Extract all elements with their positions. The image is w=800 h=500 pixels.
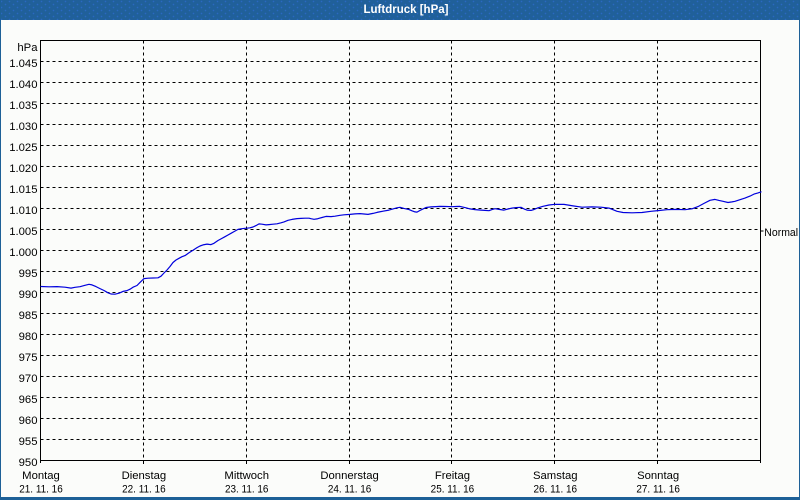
svg-text:26. 11. 16: 26. 11. 16 <box>534 484 578 496</box>
svg-text:1.020: 1.020 <box>9 163 37 175</box>
svg-text:1.025: 1.025 <box>9 142 37 154</box>
svg-text:21. 11. 16: 21. 11. 16 <box>19 484 63 496</box>
svg-text:Mittwoch: Mittwoch <box>224 470 269 482</box>
svg-text:990: 990 <box>19 289 38 301</box>
svg-text:1.030: 1.030 <box>9 121 37 133</box>
svg-text:Freitag: Freitag <box>435 470 470 482</box>
svg-text:950: 950 <box>19 457 38 469</box>
svg-text:Normal: Normal <box>764 227 798 239</box>
svg-text:985: 985 <box>19 310 38 322</box>
svg-text:23. 11. 16: 23. 11. 16 <box>225 484 269 496</box>
svg-text:955: 955 <box>19 436 38 448</box>
svg-text:22. 11. 16: 22. 11. 16 <box>122 484 166 496</box>
svg-text:965: 965 <box>19 394 38 406</box>
svg-text:Dienstag: Dienstag <box>122 470 167 482</box>
svg-text:Sonntag: Sonntag <box>637 470 679 482</box>
svg-text:24. 11. 16: 24. 11. 16 <box>328 484 372 496</box>
svg-text:995: 995 <box>19 268 38 280</box>
svg-text:1.040: 1.040 <box>9 79 37 91</box>
svg-text:1.000: 1.000 <box>9 247 37 259</box>
svg-text:970: 970 <box>19 373 38 385</box>
svg-text:1.010: 1.010 <box>9 205 37 217</box>
svg-text:Samstag: Samstag <box>533 470 578 482</box>
svg-text:Montag: Montag <box>22 470 60 482</box>
svg-text:27. 11. 16: 27. 11. 16 <box>636 484 680 496</box>
svg-text:1.015: 1.015 <box>9 184 37 196</box>
svg-text:980: 980 <box>19 331 38 343</box>
svg-text:975: 975 <box>19 352 38 364</box>
svg-text:1.035: 1.035 <box>9 100 37 112</box>
svg-text:Donnerstag: Donnerstag <box>320 470 378 482</box>
svg-text:1.045: 1.045 <box>9 58 37 70</box>
svg-text:960: 960 <box>19 415 38 427</box>
svg-text:25. 11. 16: 25. 11. 16 <box>431 484 475 496</box>
svg-text:1.005: 1.005 <box>9 226 37 238</box>
svg-text:hPa: hPa <box>17 42 38 54</box>
